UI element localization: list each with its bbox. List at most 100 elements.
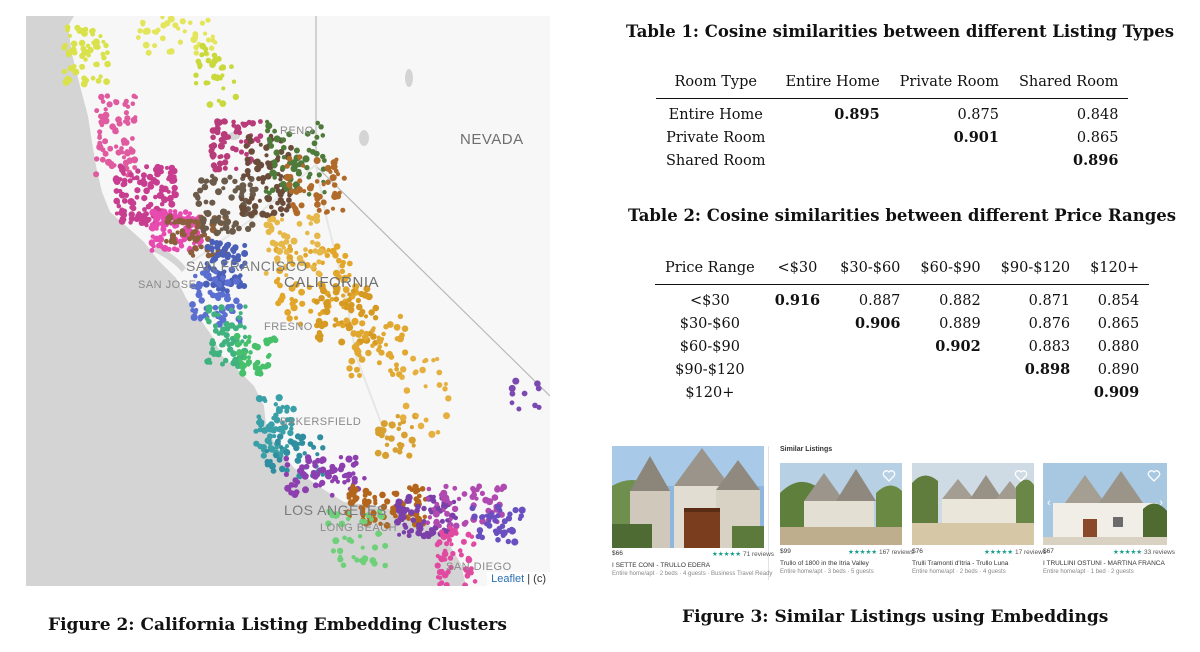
listing-point — [100, 99, 106, 104]
listing-point — [363, 314, 369, 319]
listing-point — [450, 550, 456, 557]
listing-point — [302, 155, 310, 163]
listing-point — [198, 63, 203, 68]
leaflet-link[interactable]: Leaflet — [491, 573, 525, 585]
listing-point — [330, 206, 336, 211]
map-label-san-jose: SAN JOSE — [138, 279, 197, 291]
listing-point — [252, 203, 258, 209]
listing-point — [103, 107, 108, 112]
listing-point — [283, 449, 291, 456]
listing-point — [350, 483, 356, 489]
listing-point — [439, 518, 445, 524]
listing-point — [129, 205, 134, 210]
figure3-caption: Figure 3: Similar Listings using Embeddi… — [682, 607, 1109, 627]
listing-title[interactable]: I TRULLINI OSTUNI - MARTINA FRANCA — [1043, 560, 1165, 567]
listing-point — [315, 452, 320, 457]
listing-point — [218, 136, 225, 144]
star-icons: ★★★★★ — [712, 551, 742, 558]
listing-point — [254, 359, 261, 366]
listing-point — [172, 191, 177, 196]
listing-point — [244, 151, 249, 157]
listing-point — [207, 289, 213, 295]
listing-point — [325, 520, 332, 527]
next-arrow-icon[interactable]: › — [1159, 497, 1163, 509]
listing-point — [349, 538, 355, 544]
listing-point — [205, 57, 212, 64]
listing-point — [432, 510, 440, 518]
listing-photo[interactable] — [780, 463, 902, 545]
similarity-cell: 0.909 — [1093, 384, 1140, 401]
listing-point — [333, 168, 339, 174]
listing-point — [290, 237, 298, 245]
listing-photo[interactable] — [612, 446, 764, 548]
listing-point — [267, 445, 276, 453]
listing-point — [276, 456, 283, 463]
listing-point — [384, 498, 391, 505]
listing-point — [295, 170, 302, 177]
listing-point — [249, 221, 256, 228]
listing-point — [416, 525, 421, 531]
listing-point — [182, 209, 189, 215]
listing-point — [437, 582, 442, 586]
listing-point — [382, 451, 390, 459]
listing-photo[interactable] — [912, 463, 1034, 545]
review-count: 167 reviews — [878, 549, 914, 556]
listing-point — [121, 141, 126, 146]
listing-point — [284, 273, 289, 278]
listing-title[interactable]: I SETTE CONI - TRULLO EDERA — [612, 562, 711, 569]
row-label: Private Room — [666, 129, 766, 146]
listing-point — [332, 190, 338, 197]
row-header-label: Price Range — [655, 256, 765, 285]
listing-point — [205, 273, 212, 280]
listing-point — [505, 538, 511, 545]
listing-point — [140, 22, 146, 27]
listing-point — [159, 201, 165, 207]
trullo-photo — [1043, 463, 1167, 545]
table1: Room Type Entire Home Private Room Shared R… — [656, 70, 1129, 172]
prev-arrow-icon[interactable]: ‹ — [1047, 497, 1051, 509]
listing-point — [332, 323, 337, 328]
listing-point — [121, 208, 127, 214]
listing-point — [326, 293, 332, 298]
heart-icon[interactable] — [1014, 469, 1028, 483]
listing-point — [359, 329, 365, 335]
figure2-caption: Figure 2: California Listing Embedding C… — [48, 615, 507, 635]
california-cluster-map[interactable]: NEVADA CALIFORNIA SAN FRANCISCO SAN JOSE… — [26, 16, 550, 586]
listing-photo[interactable]: ‹ › — [1043, 463, 1167, 545]
listing-point — [411, 443, 416, 448]
listing-point — [125, 120, 131, 126]
listing-point — [312, 482, 319, 489]
listing-point — [320, 472, 326, 477]
listing-point — [511, 538, 519, 546]
listing-point — [219, 208, 227, 216]
listing-point — [279, 465, 286, 473]
listing-point — [115, 116, 122, 123]
listing-point — [220, 131, 228, 139]
listing-point — [219, 286, 226, 293]
listing-point — [107, 145, 114, 152]
listing-point — [332, 537, 340, 545]
listing-point — [104, 93, 111, 99]
listing-point — [149, 247, 155, 253]
listing-point — [166, 246, 172, 252]
listing-point — [499, 523, 506, 529]
listing-title[interactable]: Trulli Tramonti d'Itria - Trullo Luna — [912, 560, 1009, 567]
review-count: 71 reviews — [742, 551, 775, 558]
listing-point — [220, 251, 227, 258]
listing-point — [342, 480, 347, 485]
listing-point — [410, 517, 417, 523]
listing-point — [79, 63, 86, 70]
listing-point — [216, 313, 221, 318]
heart-icon[interactable] — [882, 469, 896, 483]
listing-point — [272, 175, 277, 180]
listing-point — [104, 60, 111, 68]
listing-meta: Entire home/apt · 2 beds · 4 guests — [912, 569, 1006, 575]
listing-point — [392, 447, 399, 453]
listing-point — [297, 441, 302, 446]
listing-title[interactable]: Trullo of 1800 in the Itria Valley — [780, 560, 869, 567]
listing-point — [415, 522, 421, 527]
table-row: $90-$120 0.898 0.890 — [655, 358, 1149, 381]
listing-point — [201, 183, 209, 191]
listing-point — [320, 199, 327, 206]
heart-icon[interactable] — [1147, 469, 1161, 483]
